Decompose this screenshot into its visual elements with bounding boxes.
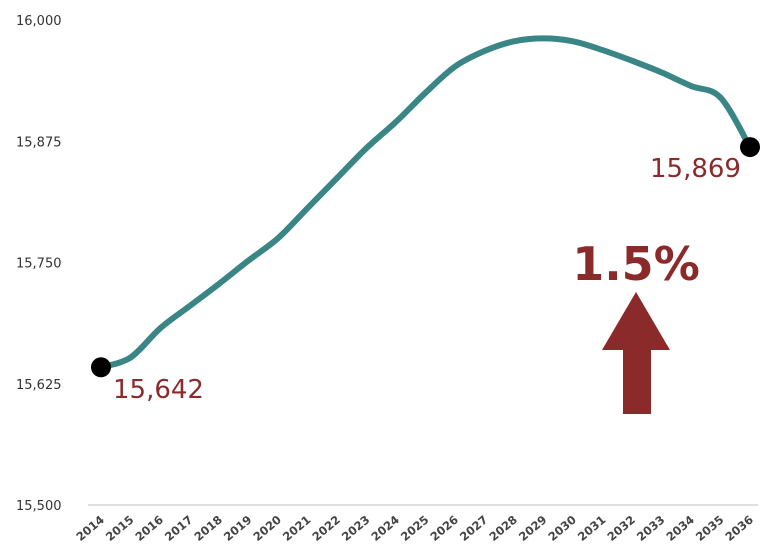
start-point-marker — [91, 357, 111, 378]
x-tick-label: 2018 — [191, 513, 225, 544]
markers-layer — [91, 137, 760, 378]
up-arrow-icon — [602, 292, 670, 414]
x-tick-label: 2014 — [73, 513, 107, 544]
x-tick-label: 2031 — [575, 513, 609, 544]
x-tick-label: 2030 — [545, 513, 579, 544]
x-tick-label: 2019 — [221, 513, 255, 544]
x-tick-label: 2024 — [368, 513, 402, 544]
x-tick-label: 2017 — [162, 513, 196, 544]
x-tick-label: 2035 — [693, 513, 727, 544]
x-tick-label: 2026 — [427, 513, 461, 544]
y-tick-label: 15,875 — [16, 135, 62, 150]
x-tick-label: 2027 — [457, 513, 491, 544]
change-percent-label: 1.5% — [572, 237, 700, 291]
y-tick-label: 15,750 — [16, 257, 62, 272]
series-line — [98, 35, 753, 371]
x-tick-label: 2028 — [486, 513, 520, 544]
end-point-marker — [740, 137, 760, 158]
x-tick-label: 2020 — [250, 513, 284, 544]
x-tick-label: 2033 — [634, 513, 668, 544]
x-tick-label: 2025 — [398, 513, 432, 544]
x-tick-label: 2023 — [339, 513, 373, 544]
series-layer — [98, 35, 753, 371]
x-tick-label: 2022 — [309, 513, 343, 544]
x-axis: 2014201520162017201820192020202120222023… — [73, 504, 758, 544]
x-tick-label: 2029 — [516, 513, 550, 544]
x-tick-label: 2016 — [132, 513, 166, 544]
x-tick-label: 2015 — [103, 513, 137, 544]
x-tick-label: 2021 — [280, 513, 314, 544]
start-value-label: 15,642 — [113, 375, 204, 405]
y-axis: 15,500 15,625 15,750 15,875 16,000 — [16, 14, 62, 514]
x-tick-label: 2032 — [604, 513, 638, 544]
y-tick-label: 15,625 — [16, 378, 62, 393]
y-tick-label: 16,000 — [16, 14, 62, 29]
end-value-label: 15,869 — [650, 154, 741, 184]
y-tick-label: 15,500 — [16, 499, 62, 514]
x-tick-label: 2036 — [722, 513, 756, 544]
x-tick-label: 2034 — [663, 513, 697, 544]
